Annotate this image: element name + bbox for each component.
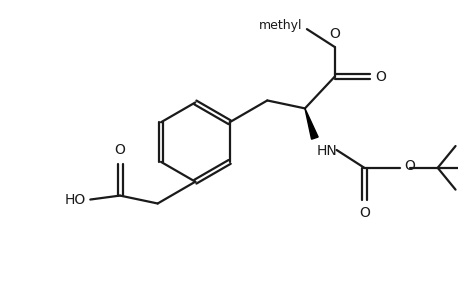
Text: HO: HO	[65, 193, 86, 206]
Text: methyl: methyl	[258, 19, 301, 32]
Polygon shape	[304, 108, 318, 139]
Text: O: O	[375, 70, 385, 84]
Text: O: O	[329, 27, 339, 41]
Text: O: O	[403, 159, 414, 173]
Text: HN: HN	[316, 144, 337, 158]
Text: O: O	[358, 206, 369, 220]
Text: O: O	[114, 143, 125, 157]
